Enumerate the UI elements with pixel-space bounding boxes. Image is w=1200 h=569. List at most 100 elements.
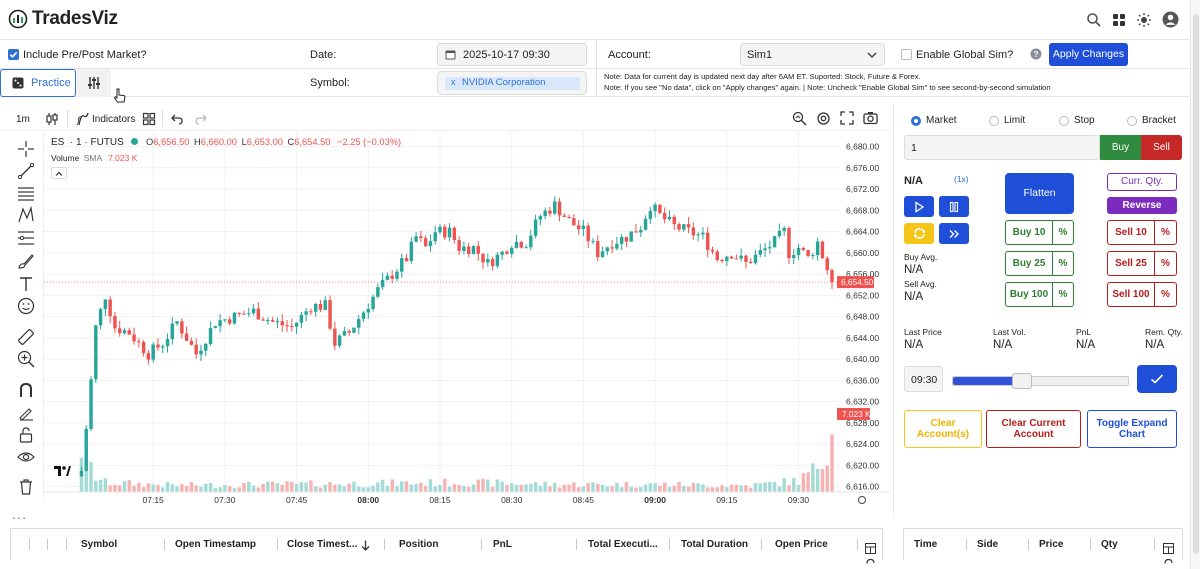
clear-accounts-button[interactable]: Clear Account(s) <box>904 410 982 448</box>
settings-gear-icon[interactable] <box>816 111 831 126</box>
trash-icon[interactable] <box>17 478 35 496</box>
col-time[interactable]: Time <box>914 539 938 550</box>
layout-grid-icon[interactable] <box>142 112 156 126</box>
sell-10-button[interactable]: Sell 10 <box>1107 220 1155 245</box>
symbol-chip-remove[interactable]: x <box>451 77 456 87</box>
replay-slider[interactable] <box>952 373 1129 389</box>
text-icon[interactable] <box>17 275 35 293</box>
undo-icon[interactable] <box>171 113 183 125</box>
flatten-button[interactable]: Flatten <box>1005 173 1074 214</box>
apps-grid-icon[interactable] <box>1111 12 1127 28</box>
trend-line-icon[interactable] <box>17 162 35 180</box>
price-axis[interactable]: 6,680.00 6,676.00 6,672.00 6,668.00 6,664.00… <box>837 132 890 504</box>
col-symbol[interactable]: Symbol <box>81 539 118 550</box>
col-pnl[interactable]: PnL <box>493 539 512 550</box>
collapse-legend-button[interactable] <box>51 167 67 179</box>
indicators-button[interactable]: Indicators <box>92 114 136 125</box>
sort-desc-icon[interactable] <box>361 540 370 551</box>
date-input[interactable]: 2025-10-17 09:30 <box>437 43 587 66</box>
ruler-icon[interactable] <box>17 328 35 346</box>
col-position[interactable]: Position <box>399 539 439 550</box>
fullscreen-icon[interactable] <box>840 111 854 125</box>
exec-table-columns-icon[interactable] <box>1163 543 1174 554</box>
fast-forward-button[interactable] <box>939 223 969 244</box>
play-button[interactable] <box>904 196 934 217</box>
account-select[interactable]: Sim1 <box>740 43 885 66</box>
time-axis[interactable]: 07:15 07:30 07:45 08:00 08:15 08:30 08:45 09:00… <box>44 491 890 504</box>
time-input[interactable]: 09:30 <box>904 366 943 392</box>
buy-100-button[interactable]: Buy 100 <box>1005 282 1053 307</box>
draw-lock-icon[interactable] <box>17 403 35 421</box>
col-qty[interactable]: Qty <box>1101 539 1118 550</box>
pattern-icon[interactable] <box>17 206 35 224</box>
pause-button[interactable] <box>939 196 969 217</box>
emoji-icon[interactable] <box>17 297 35 315</box>
sell-button[interactable]: Sell <box>1141 135 1182 160</box>
gann-icon[interactable] <box>17 229 35 247</box>
page-scrollbar-thumb[interactable] <box>1193 14 1199 554</box>
reverse-button[interactable]: Reverse <box>1107 197 1177 214</box>
magnet-icon[interactable] <box>17 381 35 399</box>
current-qty-button[interactable]: Curr. Qty. <box>1107 173 1177 191</box>
order-type-market-radio[interactable] <box>911 116 921 126</box>
table-columns-icon[interactable] <box>865 543 876 554</box>
more-options-icon[interactable]: • • • <box>13 516 27 522</box>
col-open-timestamp[interactable]: Open Timestamp <box>175 539 256 550</box>
col-close-timestamp[interactable]: Close Timest... <box>287 539 358 550</box>
buy-100-pct-button[interactable]: % <box>1052 282 1074 307</box>
sell-100-button[interactable]: Sell 100 <box>1107 282 1155 307</box>
global-sim-checkbox[interactable] <box>901 49 912 60</box>
refresh-button[interactable] <box>904 223 934 244</box>
tradingview-logo[interactable] <box>53 464 71 478</box>
user-avatar-icon[interactable] <box>1162 11 1179 28</box>
tab-practice[interactable]: Practice <box>0 69 76 97</box>
order-type-limit-radio[interactable] <box>989 116 999 126</box>
zoom-in-icon[interactable] <box>17 350 35 368</box>
redo-icon[interactable] <box>195 113 207 125</box>
lock-icon[interactable] <box>17 426 35 444</box>
legend-symbol[interactable]: ES <box>51 137 65 148</box>
apply-changes-button[interactable]: Apply Changes <box>1049 43 1128 66</box>
sell-10-pct-button[interactable]: % <box>1154 220 1177 245</box>
zoom-search-icon[interactable] <box>792 111 807 126</box>
table-refresh-icon[interactable] <box>865 558 876 569</box>
clear-current-account-button[interactable]: Clear Current Account <box>986 410 1081 448</box>
order-type-bracket-radio[interactable] <box>1127 116 1137 126</box>
eye-icon[interactable] <box>17 448 35 466</box>
brush-icon[interactable] <box>17 252 35 270</box>
sell-25-pct-button[interactable]: % <box>1154 251 1177 276</box>
quantity-input[interactable]: 1 <box>904 135 1100 160</box>
col-open-price[interactable]: Open Price <box>775 539 828 550</box>
candle-type-icon[interactable] <box>45 112 59 126</box>
search-icon[interactable] <box>1086 12 1102 28</box>
order-type-stop-radio[interactable] <box>1059 116 1069 126</box>
buy-10-pct-button[interactable]: % <box>1052 220 1074 245</box>
camera-icon[interactable] <box>863 111 878 125</box>
include-prepost-checkbox[interactable] <box>8 49 19 60</box>
page-scrollbar[interactable] <box>1190 0 1200 569</box>
fib-lines-icon[interactable] <box>17 184 35 202</box>
interval-button[interactable]: 1m <box>16 114 30 125</box>
symbol-chip[interactable]: x NVIDIA Corporation <box>445 77 580 90</box>
buy-25-button[interactable]: Buy 25 <box>1005 251 1053 276</box>
exec-table-refresh-icon[interactable] <box>1163 558 1174 569</box>
sell-25-button[interactable]: Sell 25 <box>1107 251 1155 276</box>
sun-icon[interactable] <box>1136 12 1152 28</box>
tab-settings[interactable] <box>77 69 111 97</box>
price-chart[interactable]: 6,680.00 6,676.00 6,672.00 6,668.00 6,664.00… <box>44 132 890 504</box>
toggle-expand-chart-button[interactable]: Toggle Expand Chart <box>1087 410 1177 448</box>
axis-reset-icon[interactable] <box>858 496 866 504</box>
col-side[interactable]: Side <box>977 539 999 550</box>
col-total-duration[interactable]: Total Duration <box>681 539 749 550</box>
buy-25-pct-button[interactable]: % <box>1052 251 1074 276</box>
symbol-input[interactable]: x NVIDIA Corporation <box>437 71 587 95</box>
logo[interactable]: TradesViz <box>8 8 118 30</box>
col-total-executions[interactable]: Total Executi... <box>588 539 658 550</box>
confirm-button[interactable] <box>1137 365 1177 393</box>
buy-button[interactable]: Buy <box>1100 135 1141 160</box>
replay-slider-thumb[interactable] <box>1012 373 1033 389</box>
help-icon[interactable]: ? <box>1030 48 1042 60</box>
sell-100-pct-button[interactable]: % <box>1154 282 1177 307</box>
buy-10-button[interactable]: Buy 10 <box>1005 220 1053 245</box>
col-price[interactable]: Price <box>1039 539 1064 550</box>
